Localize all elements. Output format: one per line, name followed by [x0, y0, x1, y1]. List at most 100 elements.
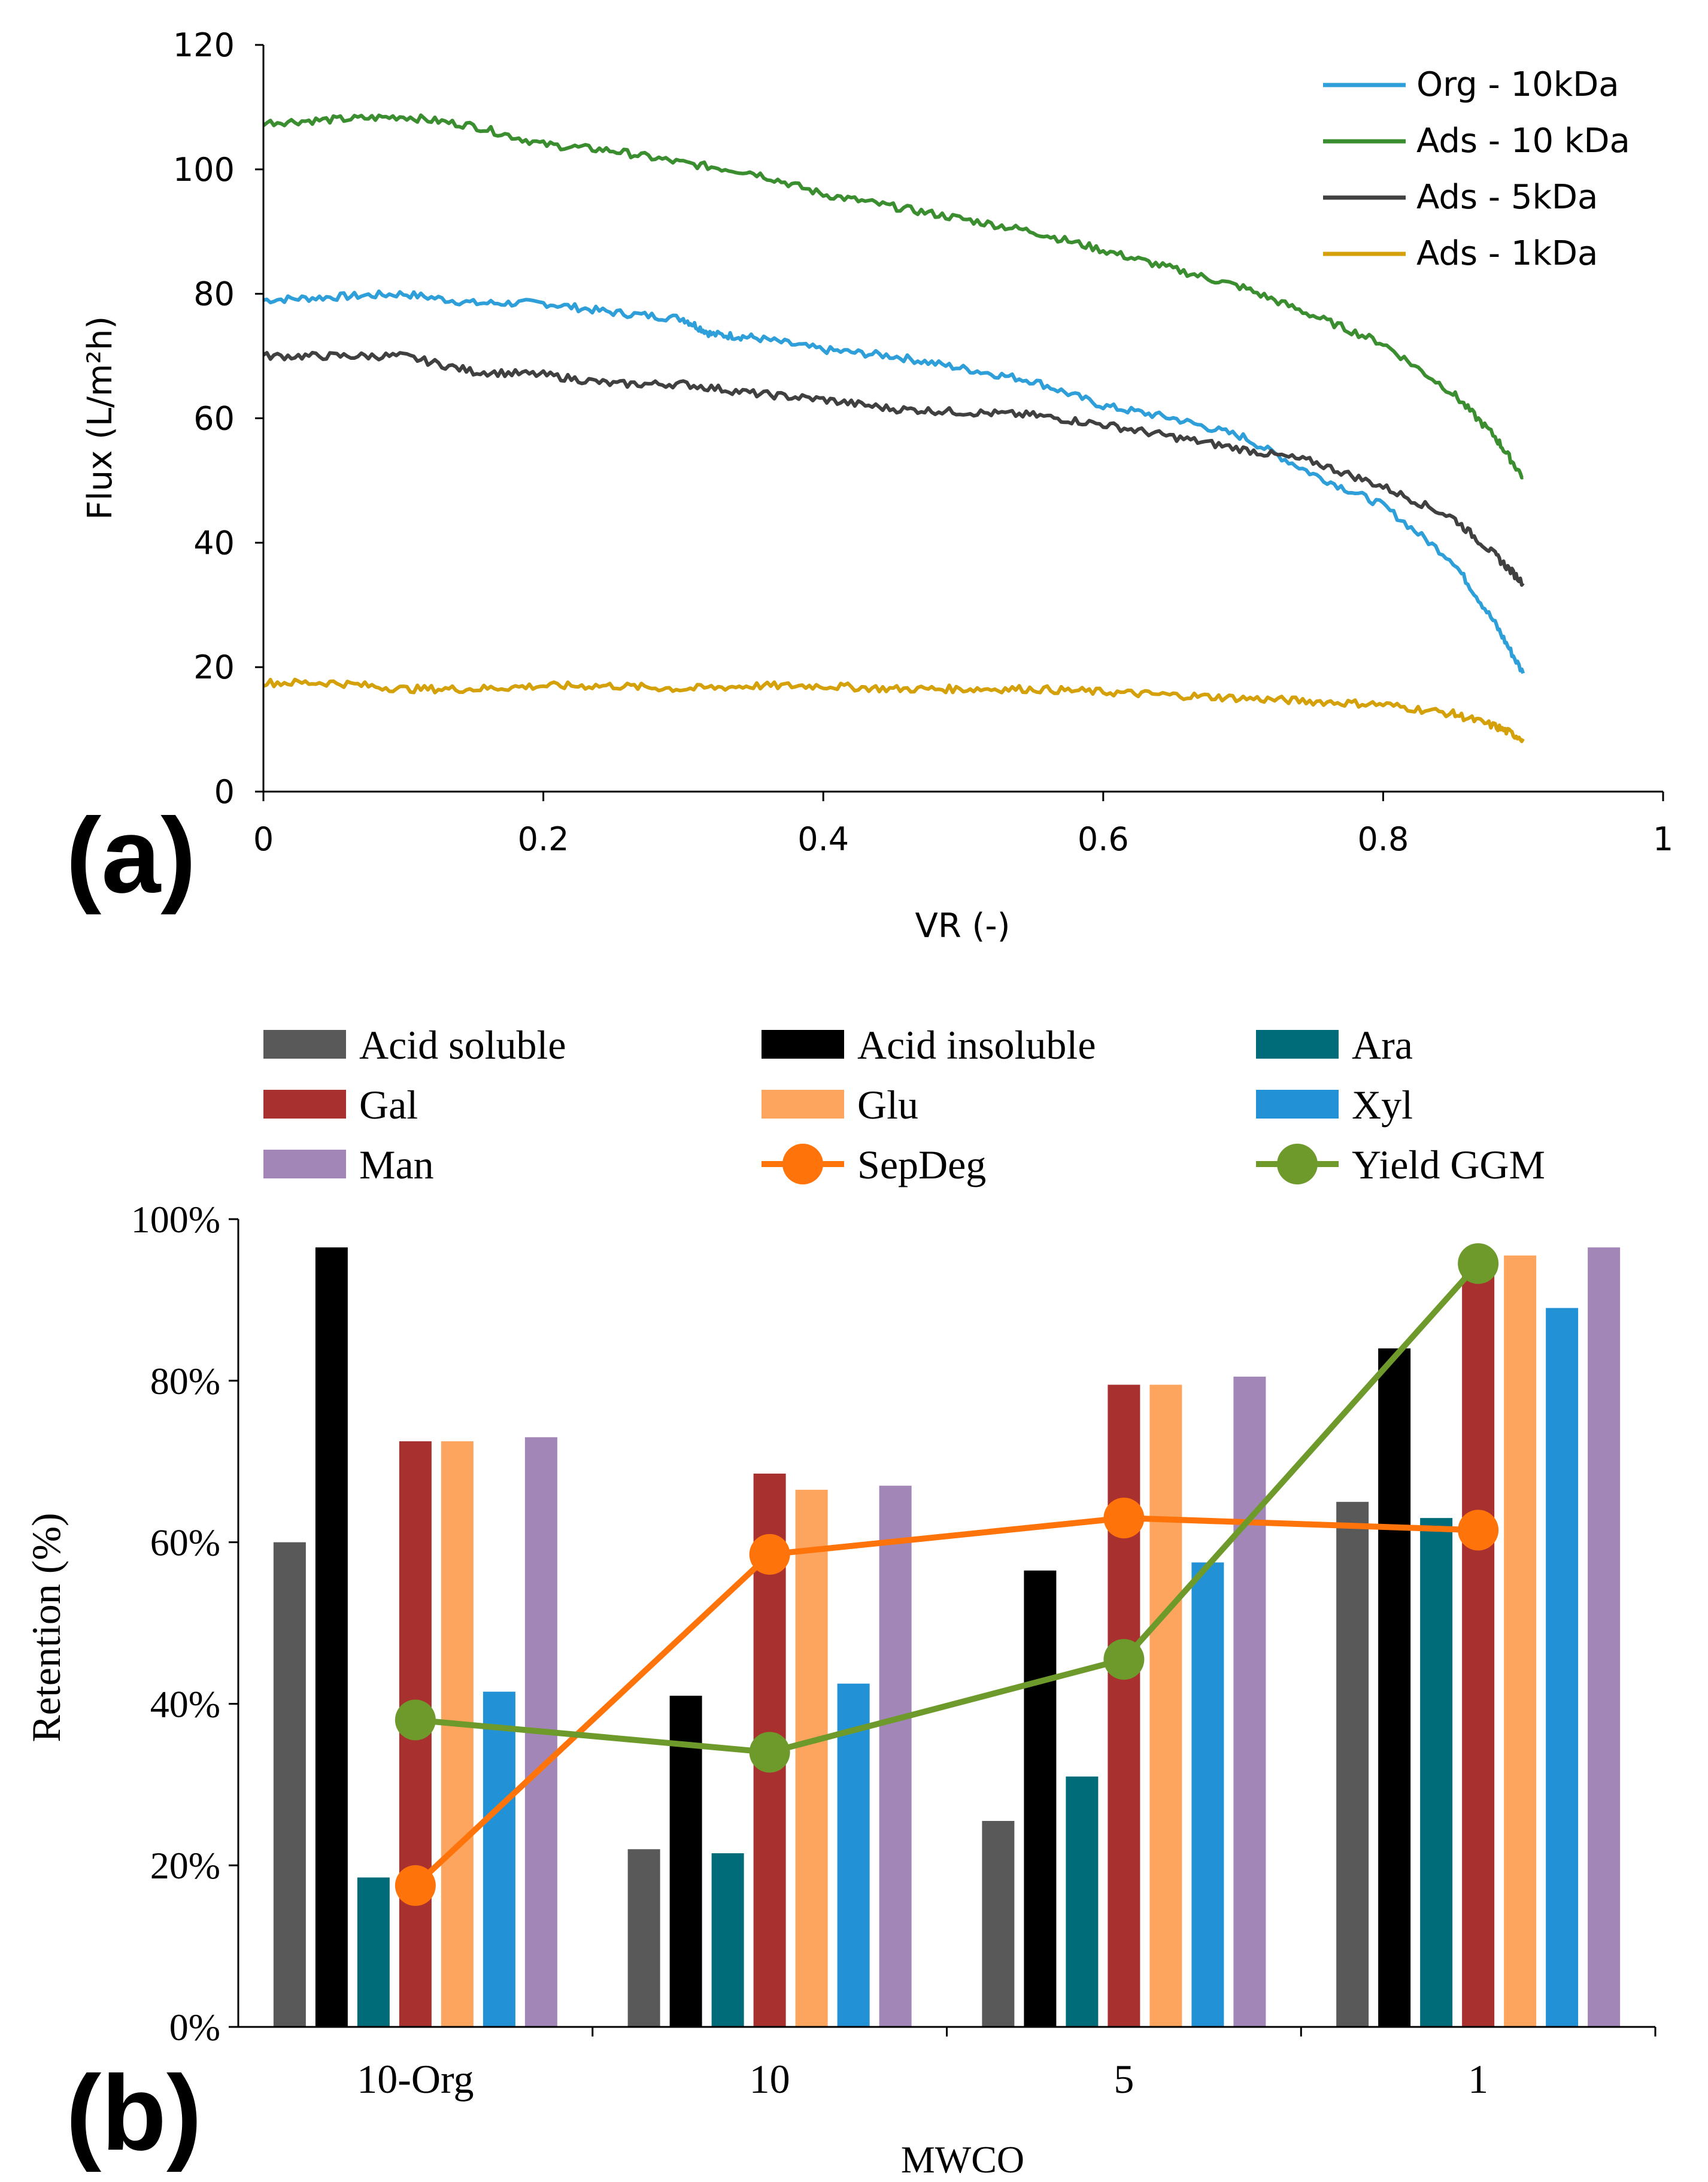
bar-man-5: [1233, 1377, 1266, 2027]
flux-y-axis-label: Flux (L/m²h): [81, 316, 120, 520]
retention-legend-marker: [1277, 1144, 1318, 1184]
retention-x-tick-label: 10-Org: [357, 2056, 474, 2102]
marker-yield-ggm-1: [1458, 1243, 1499, 1284]
retention-legend-label: Glu: [857, 1082, 918, 1128]
retention-y-tick-label: 20%: [150, 1844, 220, 1887]
flux-y-tick-label: 100: [173, 151, 235, 189]
retention-y-tick-label: 60%: [150, 1522, 220, 1564]
flux-legend-label: Ads - 1kDa: [1416, 234, 1598, 273]
flux-line-org-10kda: [263, 289, 1525, 674]
line-sepdeg: [413, 1515, 1479, 1888]
retention-legend-swatch: [263, 1030, 346, 1059]
marker-sepdeg-1: [1458, 1510, 1499, 1551]
bar-man-10: [879, 1486, 912, 2027]
flux-y-tick-label: 120: [173, 26, 235, 64]
retention-lines-group: [395, 1243, 1499, 1906]
bar-ara-10: [711, 1853, 744, 2027]
bar-xyl-5: [1191, 1562, 1224, 2027]
flux-x-tick-label: 0.2: [518, 820, 569, 858]
marker-sepdeg-5: [1103, 1498, 1145, 1539]
flux-x-tick-label: 0: [253, 820, 274, 858]
flux-y-tick-label: 20: [193, 648, 235, 686]
flux-y-tick-label: 80: [193, 275, 235, 313]
retention-y-axis-label: Retention (%): [23, 1513, 69, 1742]
retention-legend-swatch: [1256, 1090, 1339, 1119]
bar-xyl-10: [837, 1683, 870, 2027]
retention-legend-swatch: [762, 1090, 844, 1119]
flux-x-tick-label: 0.4: [797, 820, 849, 858]
marker-sepdeg-10-org: [395, 1865, 436, 1906]
panel-label-b: (b): [66, 2053, 202, 2172]
bar-gal-5: [1108, 1384, 1140, 2027]
bar-ara-5: [1066, 1776, 1099, 2027]
retention-legend-label: Gal: [359, 1082, 418, 1128]
marker-sepdeg-10: [749, 1534, 790, 1575]
flux-x-axis-label: VR (-): [915, 907, 1011, 945]
line-yield-ggm: [415, 1261, 1481, 1756]
retention-bars-group: [273, 1247, 1621, 2027]
bar-acid-insoluble-1: [1378, 1348, 1411, 2027]
bar-glu-10: [795, 1489, 828, 2027]
flux-legend-label: Ads - 5kDa: [1416, 178, 1598, 217]
flux-x-ticks: 0 0.2 0.4 0.6 0.8 1: [253, 792, 1673, 858]
bar-man-1: [1588, 1247, 1621, 2027]
retention-legend-label: Acid insoluble: [857, 1022, 1096, 1068]
retention-legend-label: Yield GGM: [1352, 1142, 1545, 1187]
retention-legend-swatch: [263, 1090, 346, 1119]
bar-acid-soluble-5: [982, 1821, 1015, 2027]
bar-acid-soluble-1: [1336, 1502, 1369, 2027]
bar-ara-1: [1420, 1518, 1453, 2027]
marker-yield-ggm-10-org: [395, 1699, 436, 1741]
retention-bar-chart: Acid soluble Acid insoluble Ara Gal Glu Xyl Ma…: [23, 1022, 1657, 2181]
flux-line-ads-5kda: [262, 350, 1525, 587]
retention-x-axis-label: MWCO: [901, 2138, 1024, 2181]
flux-line-ads-10-kda: [262, 113, 1524, 480]
flux-y-tick-label: 40: [193, 524, 235, 562]
panel-label-a: (a): [66, 796, 196, 915]
marker-yield-ggm-5: [1103, 1639, 1145, 1680]
flux-line-ads-1kda: [262, 677, 1525, 743]
retention-y-tick-label: 100%: [131, 1198, 220, 1241]
bar-xyl-1: [1546, 1308, 1579, 2027]
retention-x-tick-label: 10: [750, 2056, 790, 2102]
flux-line-chart: 0 20 40 60 80 100 120 0 0.2 0.4 0.6 0.8 1 Flux (L/m…: [66, 26, 1673, 945]
bar-gal-1: [1462, 1267, 1495, 2027]
flux-legend: Org - 10kDa Ads - 10 kDa Ads - 5kDa Ads - 1…: [1323, 65, 1630, 273]
marker-yield-ggm-10: [749, 1732, 790, 1773]
flux-y-ticks: 0 20 40 60 80 100 120: [173, 26, 263, 811]
bar-acid-soluble-10-org: [273, 1542, 306, 2027]
retention-legend-swatch: [263, 1150, 346, 1178]
retention-x-tick-label: 1: [1468, 2056, 1488, 2102]
retention-y-ticks: 0% 20% 40% 60% 80% 100%: [131, 1198, 238, 2048]
flux-series-group: [262, 113, 1525, 743]
bar-acid-insoluble-5: [1024, 1570, 1057, 2027]
bar-xyl-10-org: [483, 1692, 515, 2027]
flux-legend-label: Ads - 10 kDa: [1416, 122, 1630, 160]
retention-legend-swatch: [1256, 1030, 1339, 1059]
flux-x-tick-label: 0.8: [1357, 820, 1409, 858]
retention-legend-label: SepDeg: [857, 1142, 986, 1187]
bar-glu-5: [1149, 1384, 1182, 2027]
bar-acid-insoluble-10-org: [315, 1247, 348, 2027]
retention-legend: Acid soluble Acid insoluble Ara Gal Glu Xyl Ma…: [263, 1022, 1545, 1187]
retention-legend-marker: [782, 1144, 823, 1184]
flux-y-tick-label: 60: [193, 400, 235, 438]
bar-ara-10-org: [357, 1877, 390, 2027]
bar-glu-10-org: [441, 1441, 474, 2027]
flux-x-tick-label: 1: [1653, 820, 1673, 858]
retention-legend-label: Man: [359, 1142, 434, 1187]
retention-y-tick-label: 40%: [150, 1683, 220, 1725]
flux-y-tick-label: 0: [214, 773, 235, 811]
flux-x-tick-label: 0.6: [1078, 820, 1129, 858]
retention-legend-label: Xyl: [1352, 1082, 1413, 1128]
retention-y-tick-label: 80%: [150, 1360, 220, 1402]
retention-x-ticks: 10-Org 10 5 1: [357, 2027, 1657, 2102]
bar-glu-1: [1504, 1255, 1537, 2027]
flux-legend-label: Org - 10kDa: [1416, 65, 1619, 104]
retention-legend-label: Ara: [1352, 1022, 1413, 1068]
retention-legend-label: Acid soluble: [359, 1022, 566, 1068]
retention-legend-swatch: [762, 1030, 844, 1059]
retention-y-tick-label: 0%: [169, 2006, 220, 2048]
